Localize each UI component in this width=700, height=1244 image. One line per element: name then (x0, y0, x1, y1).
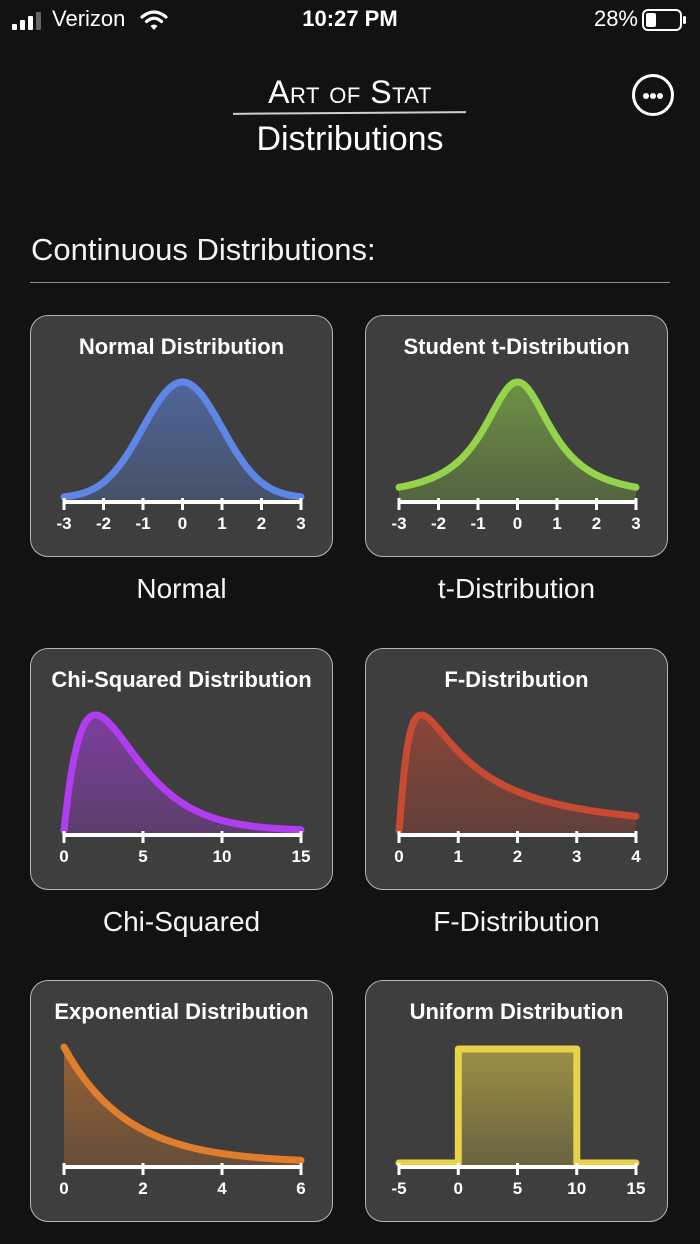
tile-caption-f[interactable]: F-Distribution (433, 906, 600, 937)
section-divider (30, 282, 670, 283)
x-tick-label: 1 (454, 847, 463, 866)
curve-line (395, 711, 640, 835)
x-tick-label: 0 (59, 1179, 68, 1198)
tile-f-distribution[interactable]: F-Distribution 0 1 2 3 4 (365, 648, 668, 890)
x-tick-label: 2 (257, 514, 266, 533)
battery-percent: 28% (593, 6, 638, 31)
x-tick-label: 5 (138, 847, 147, 866)
x-tick-label: 10 (213, 847, 232, 866)
tile-title: F-Distribution (444, 667, 589, 692)
exponential-curve-chart: 0 2 4 6 (59, 1043, 306, 1198)
curve-line (60, 1043, 305, 1164)
x-tick-label: 10 (567, 1179, 586, 1198)
x-tick-label: -2 (96, 514, 111, 533)
battery-icon (642, 9, 686, 31)
tile-title: Uniform Distribution (409, 999, 624, 1024)
x-tick-label: 6 (296, 1179, 305, 1198)
x-tick-label: 15 (292, 847, 311, 866)
curve-area (64, 715, 301, 835)
tile-caption-chi-squared[interactable]: Chi-Squared (102, 906, 261, 937)
x-tick-label: 0 (454, 1179, 463, 1198)
uniform-curve-chart: -5 0 5 10 15 (391, 1045, 646, 1198)
tile-normal-distribution[interactable]: Normal Distribution -3 -2 -1 0 1 2 3 (30, 315, 333, 557)
curve-line (60, 378, 305, 501)
x-tick-label: -1 (135, 514, 150, 533)
curve-line (395, 1045, 640, 1167)
app-brand: Art of Stat (268, 74, 432, 110)
tile-title: Exponential Distribution (54, 999, 309, 1024)
tile-title: Student t-Distribution (403, 334, 630, 359)
x-tick-label: -2 (431, 514, 446, 533)
x-tick-label: 3 (572, 847, 581, 866)
x-tick-label: -5 (391, 1179, 406, 1198)
chi-squared-curve-chart: 0 5 10 15 (59, 711, 311, 866)
x-tick-label: 2 (138, 1179, 147, 1198)
more-options-icon (643, 93, 649, 99)
status-time: 10:27 PM (302, 6, 398, 31)
x-tick-label: -3 (391, 514, 406, 533)
brand-divider (232, 111, 467, 115)
normal-curve-chart: -3 -2 -1 0 1 2 3 (56, 378, 306, 533)
curve-area (64, 1047, 301, 1167)
curve-area (399, 382, 636, 502)
curve-area (399, 1049, 636, 1167)
x-tick-label: -1 (470, 514, 485, 533)
tile-t-distribution[interactable]: Student t-Distribution -3 -2 -1 0 1 2 3 (365, 315, 668, 557)
status-bar: Verizon 10:27 PM 28% (0, 0, 700, 40)
x-tick-label: -3 (56, 514, 71, 533)
curve-line (60, 711, 305, 835)
x-tick-label: 0 (178, 514, 187, 533)
x-tick-label: 0 (394, 847, 403, 866)
t-curve-chart: -3 -2 -1 0 1 2 3 (391, 378, 641, 533)
wifi-icon (140, 10, 168, 30)
f-curve-chart: 0 1 2 3 4 (394, 711, 641, 866)
x-tick-label: 4 (217, 1179, 227, 1198)
curve-line (395, 378, 640, 491)
x-tick-label: 1 (552, 514, 561, 533)
x-tick-label: 15 (627, 1179, 646, 1198)
signal-bars-icon (12, 12, 41, 30)
tile-title: Chi-Squared Distribution (51, 667, 312, 692)
more-options-button[interactable] (632, 74, 674, 116)
x-tick-label: 3 (631, 514, 640, 533)
x-tick-label: 2 (592, 514, 601, 533)
tile-caption-normal[interactable]: Normal (136, 573, 227, 604)
x-tick-label: 4 (631, 847, 641, 866)
x-tick-label: 0 (513, 514, 522, 533)
x-tick-label: 0 (59, 847, 68, 866)
page-title: Distributions (256, 120, 444, 158)
curve-area (399, 715, 636, 835)
tile-chi-squared-distribution[interactable]: Chi-Squared Distribution 0 5 10 15 (30, 648, 333, 890)
x-tick-label: 1 (217, 514, 226, 533)
carrier-name: Verizon (52, 6, 126, 31)
x-tick-label: 3 (296, 514, 305, 533)
tile-title: Normal Distribution (78, 334, 285, 359)
tile-uniform-distribution[interactable]: Uniform Distribution -5 0 5 10 15 (365, 980, 668, 1222)
x-tick-label: 5 (513, 1179, 522, 1198)
curve-area (64, 382, 301, 502)
section-title: Continuous Distributions: (31, 232, 376, 267)
tile-exponential-distribution[interactable]: Exponential Distribution 0 2 4 6 (30, 980, 333, 1222)
x-tick-label: 2 (513, 847, 522, 866)
tile-caption-t[interactable]: t-Distribution (437, 573, 596, 604)
